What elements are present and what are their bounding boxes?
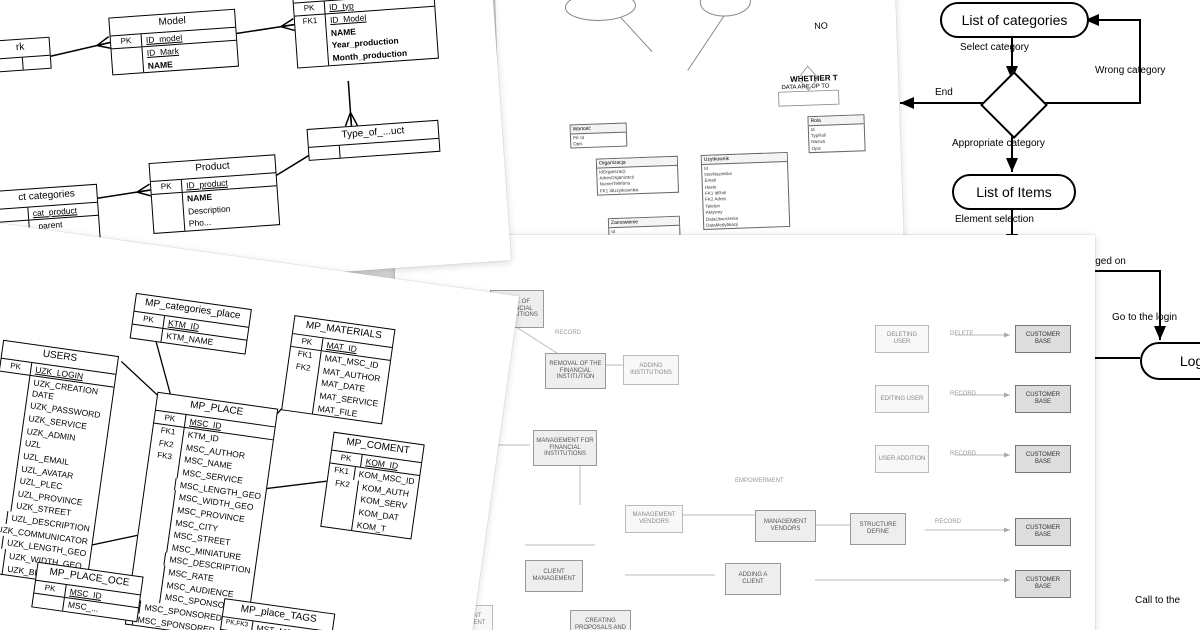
mini-table-wartosc: Wartość PK Id Opis — [570, 123, 628, 149]
lbl-rec1: RECORD — [555, 330, 581, 336]
node-manage-fin: MANAGEMENT FOR FINANCIAL INSTITUTIONS — [533, 430, 597, 466]
lbl-rec4: RECORD — [935, 519, 961, 525]
entity-place-tags: MP_place_TAGS PK,FK3MST_MSC_ID MST_TAG_I… — [218, 598, 335, 630]
entity-product: Product PKID_product NAME Description Ph… — [149, 154, 281, 234]
entity-model: Model PKID_model ID_Mark NAME — [108, 9, 239, 76]
node-structure: STRUCTURE DEFINE — [850, 513, 906, 545]
mini-table-rola: Rola Id TypRoli Nazwa Opis — [807, 114, 865, 153]
mini-table-user: Użytkownik Id ImieNazwisko Email Haslo F… — [701, 152, 791, 230]
node-cb5: CUSTOMER BASE — [1015, 570, 1071, 598]
node-mgmt-vend1: MANAGEMENT VENDORS — [625, 505, 683, 533]
node-user-add: USER ADDITION — [875, 445, 929, 473]
entity-type: Typ PKID_typ FK1ID_Model NAME Year_produ… — [291, 0, 438, 68]
lbl-call-the: Call to the — [1135, 595, 1180, 606]
lbl-elem-sel: Element selection — [955, 214, 1034, 225]
pill-label: List of categories — [962, 12, 1068, 28]
lbl-go-login: Go to the login — [1112, 312, 1177, 323]
lbl-dataup: DATA ARE UP TO — [781, 83, 829, 91]
lbl-empower: EMPOWERMENT — [735, 478, 784, 484]
node-adding-inst: ADDING INSTITUTIONS — [623, 355, 679, 385]
lbl-delete: DELETE — [950, 331, 973, 337]
node-adding-client: ADDING A CLIENT — [725, 563, 781, 595]
entity-materials: MP_MATERIALS PKMAT_ID FK1MAT_MSC_ID FK2M… — [281, 315, 395, 425]
lbl-wrong: Wrong category — [1095, 65, 1165, 76]
lbl-rec2: RECORD — [950, 391, 976, 397]
entity-users: USERS PKUZK_LOGIN UZK_CREATION DATE UZK_… — [0, 340, 119, 587]
lbl-rec3: RECORD — [950, 451, 976, 457]
node-creating-prop: CREATING PROPOSALS AND CONTRACTS — [570, 610, 631, 630]
node-cb4: CUSTOMER BASE — [1015, 518, 1071, 546]
node-removal: REMOVAL OF THE FINANCIAL INSTITUTION — [545, 353, 606, 389]
node-list-categories: List of categories — [940, 2, 1089, 38]
mini-table-org: Organizacja IdOrganizacji AdresOrganizac… — [596, 156, 679, 195]
node-list-items: List of Items — [952, 174, 1076, 210]
node-edit-user: EDITING USER — [875, 385, 929, 413]
node-login: Login — [1140, 342, 1200, 380]
lbl-appropriate: Appropriate category — [952, 138, 1045, 149]
entity-place: MP_PLACE PKMSC_ID FK1KTM_ID FK2MSC_AUTHO… — [125, 392, 279, 630]
node-del-user: DELETING USER — [875, 325, 929, 353]
lbl-no: NO — [814, 20, 828, 30]
pill-label: List of Items — [976, 184, 1051, 200]
node-client-mgmt: CLIENT MANAGEMENT — [525, 560, 583, 592]
entity-type-of-product: Type_of_...uct — [307, 120, 441, 161]
node-cb2: CUSTOMER BASE — [1015, 385, 1071, 413]
entity-coment: MP_COMENT PKKOM_ID FK1KOM_MSC_ID FK2KOM_… — [320, 432, 425, 540]
node-cb3: CUSTOMER BASE — [1015, 445, 1071, 473]
node-mgmt-vend2: MANAGEMENT VENDORS — [755, 510, 816, 542]
entity-cat-place: MP_categories_place PKKTM_ID KTM_NAME — [130, 293, 252, 355]
entity-rk: rk — [0, 37, 52, 73]
lbl-select-cat: Select category — [960, 42, 1029, 53]
node-cb1: CUSTOMER BASE — [1015, 325, 1071, 353]
diamond-category — [980, 71, 1048, 139]
lbl-whether: WHETHER T — [790, 73, 838, 84]
pill-label: Login — [1180, 353, 1200, 369]
lbl-end: End — [935, 87, 953, 98]
entity-place-oce: MP_PLACE_OCE PKMSC_ID MSC_... — [31, 562, 143, 622]
